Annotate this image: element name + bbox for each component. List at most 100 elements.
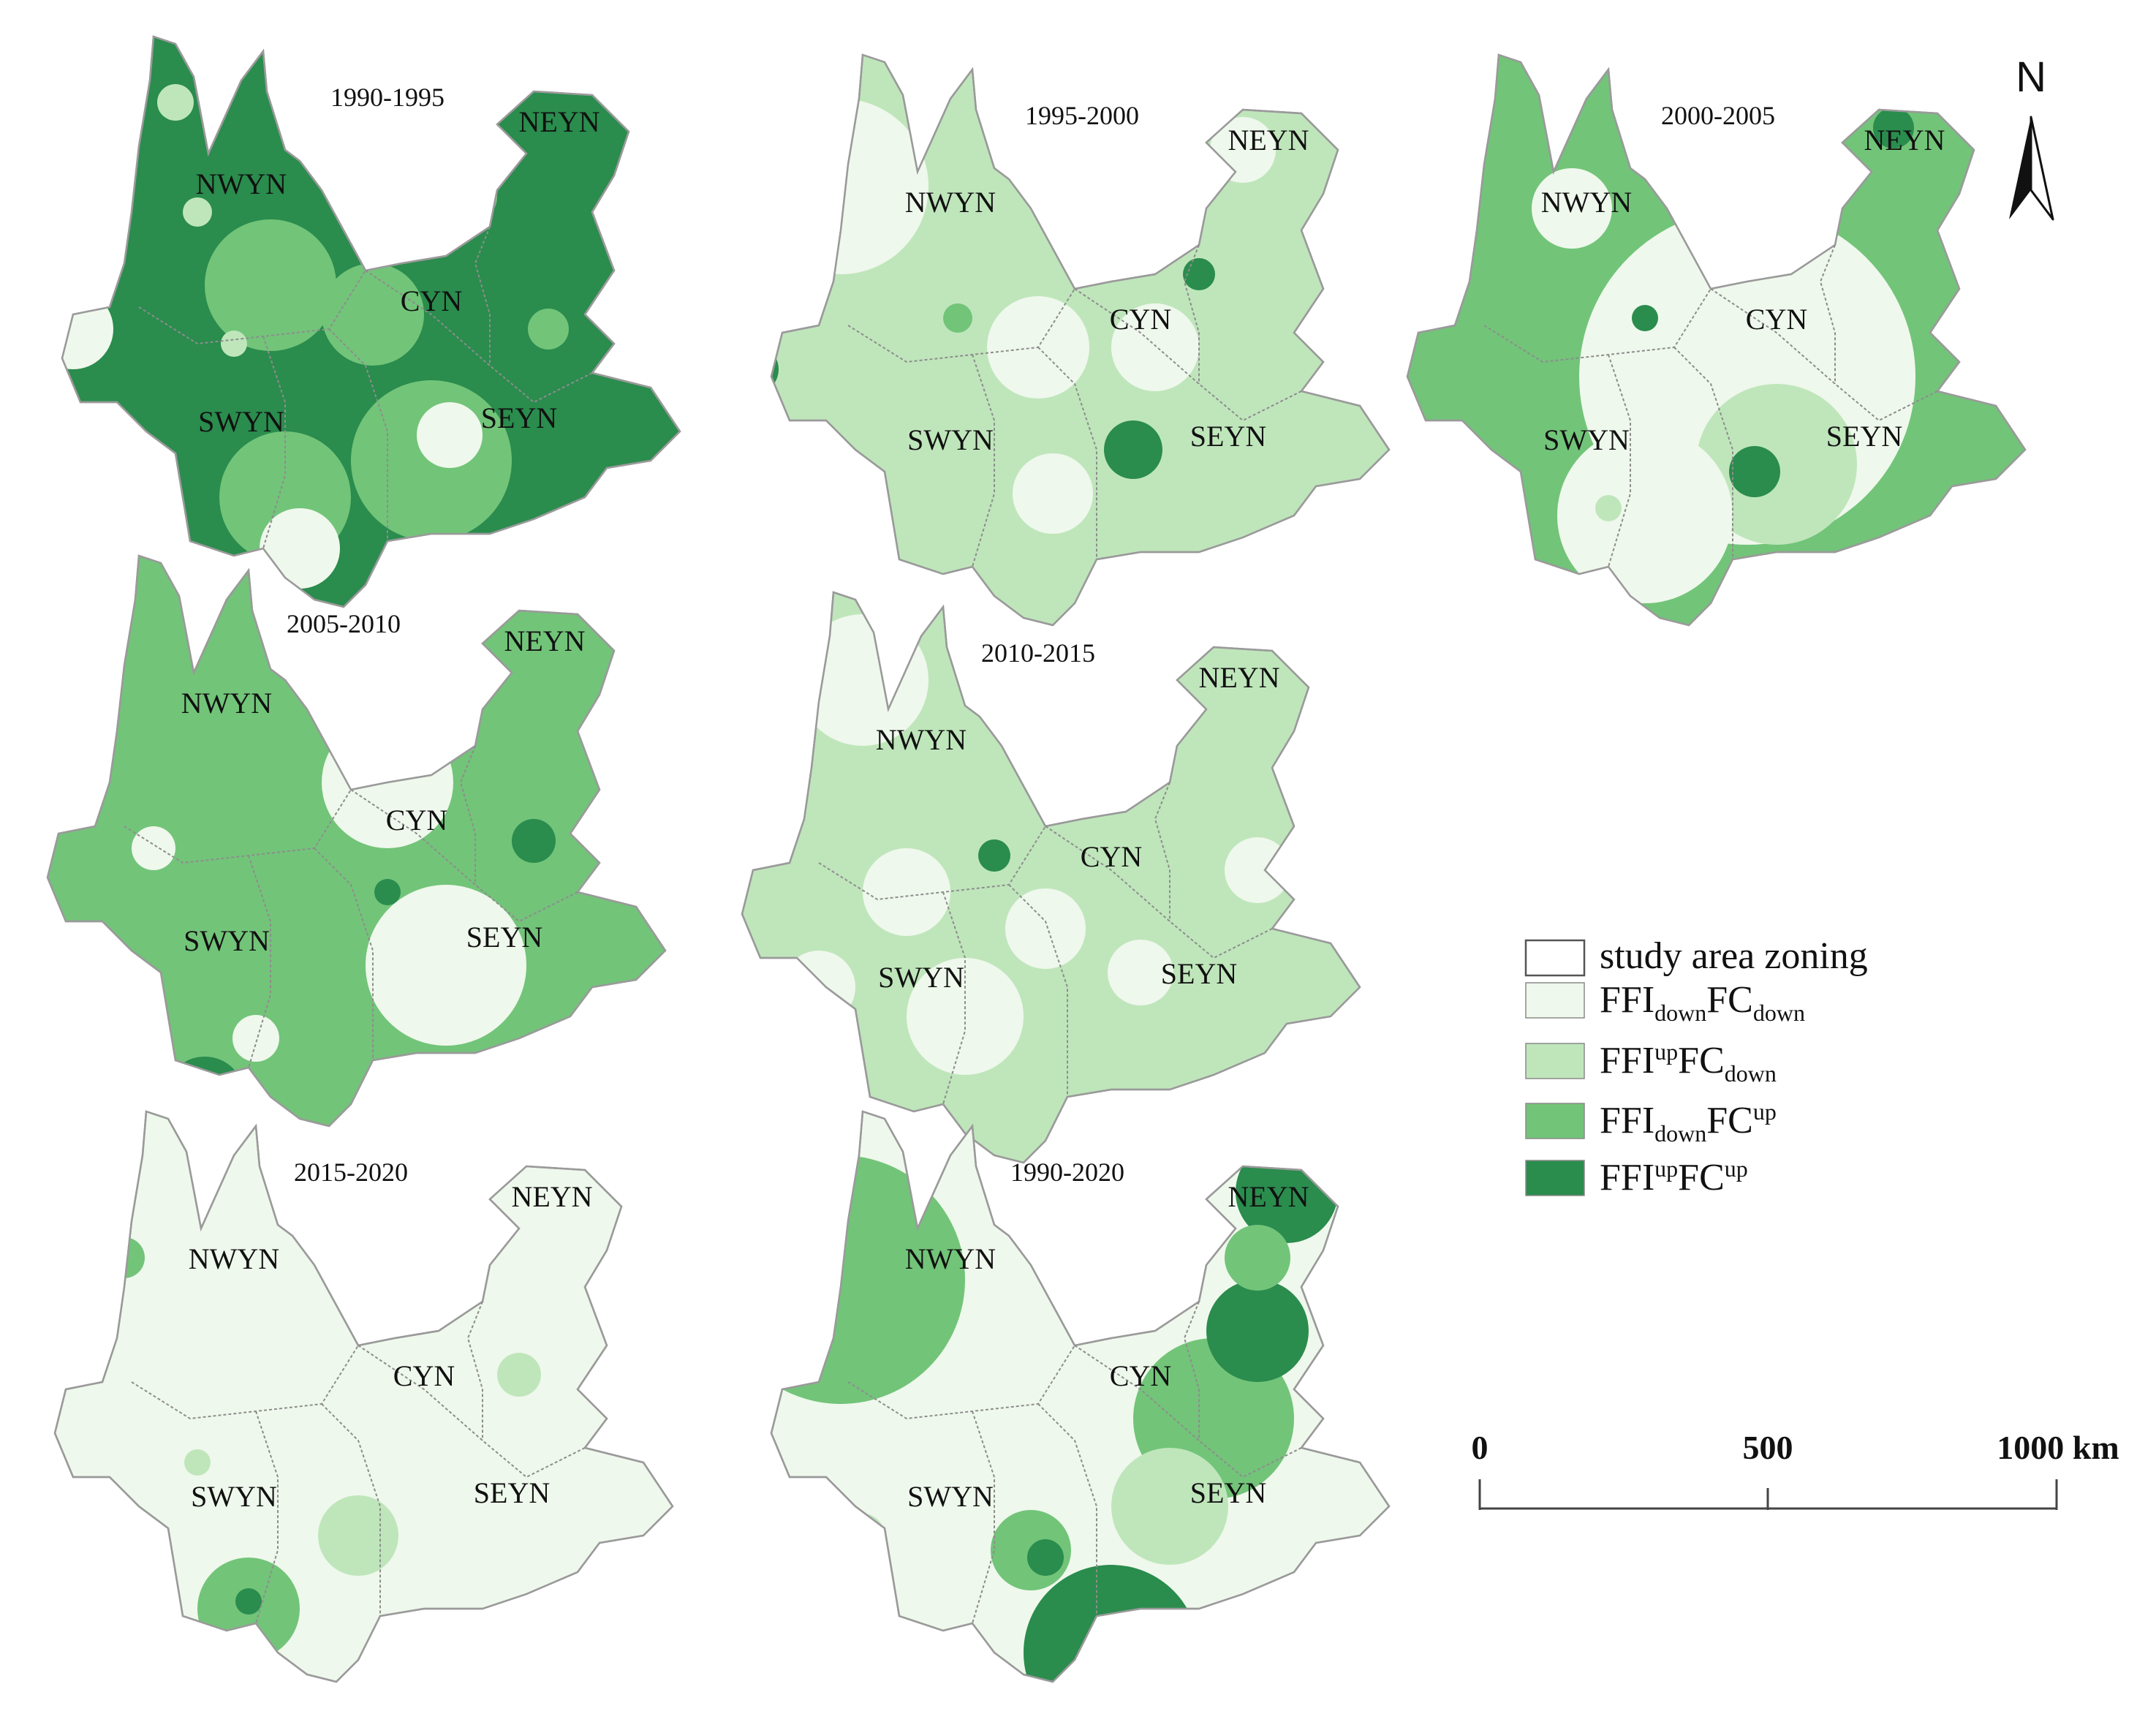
zone-border — [314, 847, 374, 1060]
province-border — [46, 554, 667, 1128]
zone-label-swyn: SWYN — [198, 405, 284, 438]
patch-fdown_fcdown — [1532, 168, 1612, 249]
zone-border — [466, 1301, 483, 1441]
patch-fdown_fcup — [205, 219, 336, 351]
province-border — [61, 35, 681, 608]
zone-border — [459, 745, 476, 885]
patch-fup_fcup — [5, 813, 46, 854]
patch-fdown_fcup — [104, 1237, 145, 1278]
zone-label-cyn: CYN — [1110, 1359, 1171, 1392]
zone-label-swyn: SWYN — [1543, 423, 1630, 456]
zone-border — [1710, 288, 1938, 422]
scale-tick-500: 500 — [1743, 1429, 1793, 1466]
zone-border — [1819, 244, 1836, 384]
zone-label-neyn: NEYN — [1198, 661, 1279, 694]
patch-fdown_fcdown — [1225, 837, 1290, 903]
patch-fup_fcup — [1104, 420, 1162, 479]
province-border — [741, 591, 1361, 1164]
zone-label-seyn: SEYN — [1190, 420, 1266, 453]
zone-label-neyn: NEYN — [1228, 1180, 1309, 1213]
north-arrow-label: N — [2016, 53, 2046, 101]
legend-fdown_fcup-c: FC — [1706, 1100, 1753, 1141]
zone-label-cyn: CYN — [1746, 303, 1807, 336]
patch-fup_fcup — [235, 1588, 262, 1615]
patch-fup_fcup — [445, 715, 477, 747]
period-label: 1990-1995 — [330, 83, 445, 112]
zone-label-nwyn: NWYN — [196, 167, 287, 200]
zone-border — [1608, 354, 1631, 567]
zone-border — [255, 1411, 279, 1624]
patch-fdown_fcdown — [1005, 888, 1086, 969]
patch-fup_fcup — [1873, 107, 1914, 148]
patch-fup_fcdown — [221, 331, 247, 357]
zone-label-neyn: NEYN — [518, 105, 599, 138]
scale-tick-0: 0 — [1472, 1429, 1489, 1466]
patch-fup_fcdown — [1111, 1448, 1228, 1565]
map-panel-1995-2000: 1995-2000 NWYN NEYN CYN SWYN SEYN — [770, 53, 1391, 627]
zone-label-cyn: CYN — [401, 284, 462, 317]
north-arrow-icon: N — [2009, 53, 2054, 221]
patch-fdown_fcdown — [771, 99, 928, 274]
province-border — [770, 53, 1391, 627]
legend-fdown_fcdown-c: FC — [1706, 979, 1753, 1021]
zone-label-nwyn: NWYN — [876, 723, 967, 756]
patch-fup_fcup — [771, 344, 779, 395]
patch-fup_fcup — [512, 819, 556, 863]
zone-border — [972, 354, 995, 567]
zone-label-neyn: NEYN — [1228, 124, 1309, 156]
patch-fup_fcup — [1024, 1565, 1199, 1682]
zone-border — [358, 1345, 586, 1479]
zone-label-seyn: SEYN — [474, 1476, 550, 1509]
zone-border — [1673, 347, 1733, 559]
patch-fdown_fcup — [453, 175, 497, 219]
zone-border — [1154, 782, 1170, 921]
patch-fup_fcdown — [157, 84, 194, 121]
zone-border — [1183, 244, 1200, 384]
legend-fdown_fcup-b: down — [1654, 1120, 1706, 1147]
patch-fdown_fcdown — [417, 402, 483, 468]
patch-fup_fcup — [1206, 1280, 1309, 1382]
patch-fup_fcup — [164, 1057, 245, 1126]
zone-border — [328, 328, 388, 541]
patch-fup_fcdown — [183, 197, 212, 227]
zone-border — [1074, 1345, 1302, 1479]
zone-border — [248, 855, 271, 1068]
zone-border — [262, 336, 286, 549]
legend-swatch-fup_fcdown — [1525, 1043, 1585, 1079]
legend-fdown_fcup-a: FFI — [1600, 1100, 1654, 1141]
zone-label-neyn: NEYN — [1864, 124, 1945, 156]
period-label: 2005-2010 — [287, 609, 401, 638]
patch-fdown_fcdown — [907, 958, 1024, 1075]
patch-fdown_fcup — [322, 263, 424, 366]
zone-border — [972, 1411, 995, 1624]
legend-fup_fcdown-b: up — [1654, 1038, 1678, 1065]
patch-fup_fcdown — [497, 1353, 541, 1397]
zone-border — [1074, 288, 1302, 422]
zone-label-cyn: CYN — [393, 1359, 455, 1392]
zone-label-cyn: CYN — [1110, 303, 1171, 336]
maps-layer: 1990-1995 NWYN NEYN CYN SWYN SEYN 1995-2000 NWY… — [5, 35, 2027, 1683]
legend-label-fdown_fcup: FFIdownFCup — [1600, 1098, 1777, 1147]
patch-fup_fcup — [1632, 305, 1658, 331]
zone-label-cyn: CYN — [386, 804, 447, 837]
zone-border — [474, 226, 491, 366]
patch-fup_fcdown — [1595, 495, 1622, 521]
legend-label-fdown_fcdown: FFIdownFCdown — [1600, 979, 1805, 1026]
zone-label-swyn: SWYN — [191, 1480, 277, 1513]
map-panel-2010-2015: 2010-2015 NWYN NEYN CYN SWYN SEYN — [741, 591, 1361, 1164]
period-label: 1995-2000 — [1025, 101, 1139, 130]
legend-swatch-fup_fcup — [1525, 1160, 1585, 1196]
zone-label-nwyn: NWYN — [181, 687, 272, 720]
patch-fdown_fcdown — [1111, 303, 1199, 391]
map-panel-2015-2020: 2015-2020 NWYN NEYN CYN SWYN SEYN — [53, 1110, 674, 1683]
province-border — [53, 1110, 674, 1683]
patch-fdown_fcup — [943, 303, 972, 333]
legend-swatch-zoning — [1524, 939, 1586, 977]
zone-border — [1045, 826, 1273, 959]
zone-label-neyn: NEYN — [504, 624, 585, 657]
province-border — [1406, 53, 2027, 627]
map-panel-2000-2005: 2000-2005 NWYN NEYN CYN SWYN SEYN — [1406, 53, 2027, 627]
patch-fup_fcdown — [318, 1495, 398, 1576]
legend-label-zoning: study area zoning — [1600, 935, 1868, 977]
legend: study area zoning FFIdownFCdownFFIupFCdo… — [1524, 935, 1868, 1198]
